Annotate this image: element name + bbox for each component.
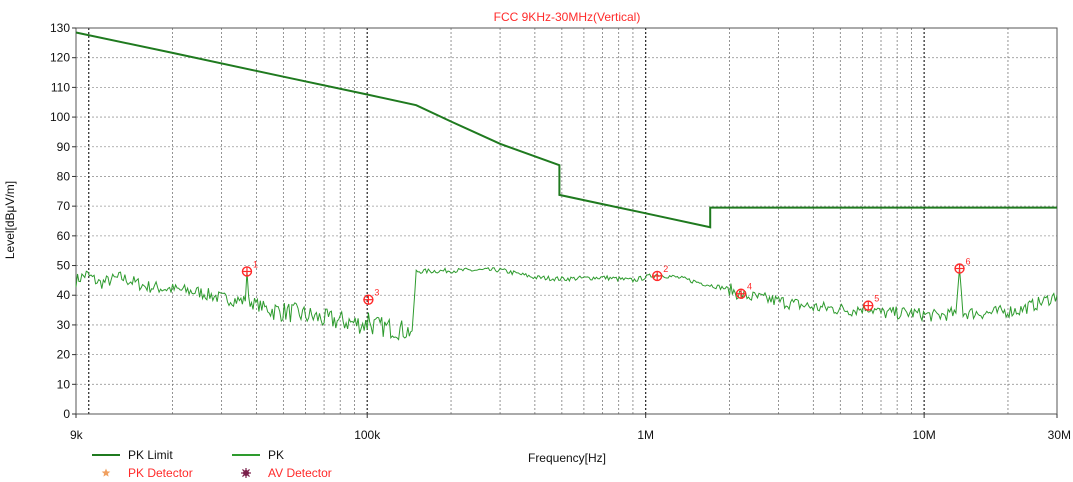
- chart-title: FCC 9KHz-30MHz(Vertical): [494, 10, 641, 24]
- marker-number: 1: [253, 259, 258, 269]
- y-tick-label: 100: [50, 110, 70, 124]
- legend-label: PK Detector: [128, 466, 193, 480]
- series-layer: [75, 31, 1058, 341]
- marker-1: 1: [241, 259, 258, 277]
- marker-2: 2: [651, 264, 668, 282]
- y-tick-label: 10: [57, 377, 71, 391]
- y-tick-label: 50: [57, 259, 71, 273]
- plot-frame: [75, 27, 1058, 415]
- y-tick-label: 90: [57, 140, 71, 154]
- y-axis-label: Level[dBμV/m]: [3, 181, 17, 259]
- burst-ray: [245, 469, 250, 474]
- grid: [76, 27, 1057, 415]
- marker-5: 5: [863, 294, 879, 311]
- y-tick-label: 70: [57, 199, 71, 213]
- y-tick-label: 30: [57, 318, 71, 332]
- legend-item-av-detector: AV Detector: [241, 466, 332, 480]
- x-tick-label: 9k: [70, 428, 84, 442]
- x-tick-label: 30M: [1048, 428, 1071, 442]
- legend-label: AV Detector: [268, 466, 332, 480]
- y-tick-label: 130: [50, 21, 70, 35]
- x-tick-label: 10M: [912, 428, 935, 442]
- legend-label: PK: [268, 448, 284, 462]
- y-tick-label: 20: [57, 348, 71, 362]
- y-tick-label: 40: [57, 288, 71, 302]
- star-icon: [101, 468, 111, 477]
- marker-number: 4: [747, 282, 752, 292]
- y-tick-label: 120: [50, 51, 70, 65]
- x-axis: 9k 100k 1M 10M 30M: [70, 414, 1071, 442]
- series-line-pk-limit: [75, 31, 1057, 229]
- series-line-pk: [75, 267, 1058, 341]
- marker-6: 6: [954, 257, 971, 274]
- y-tick-label: 80: [57, 169, 71, 183]
- x-tick-label: 100k: [354, 428, 381, 442]
- legend-label: PK Limit: [128, 448, 173, 462]
- legend-item-pk: PK: [232, 448, 284, 462]
- legend: PK Limit PK PK Detector AV Detector: [92, 448, 332, 480]
- x-axis-label: Frequency[Hz]: [528, 451, 606, 465]
- marker-layer: 1 2 3 4 5 6: [241, 257, 971, 311]
- marker-number: 3: [374, 288, 379, 298]
- marker-number: 6: [966, 257, 971, 267]
- marker-3: 3: [363, 288, 379, 305]
- y-tick-label: 0: [63, 407, 70, 421]
- marker-number: 5: [874, 294, 879, 304]
- y-axis: 0 10 20 30 40 50 60 70 80 90 100 110 120 130: [50, 21, 76, 421]
- y-tick-label: 110: [51, 80, 70, 94]
- marker-number: 2: [663, 264, 668, 274]
- y-tick-label: 60: [57, 229, 71, 243]
- legend-item-pk-detector: PK Detector: [101, 466, 193, 480]
- x-tick-label: 1M: [637, 428, 654, 442]
- marker-4: 4: [735, 282, 752, 299]
- legend-item-pk-limit: PK Limit: [92, 448, 173, 462]
